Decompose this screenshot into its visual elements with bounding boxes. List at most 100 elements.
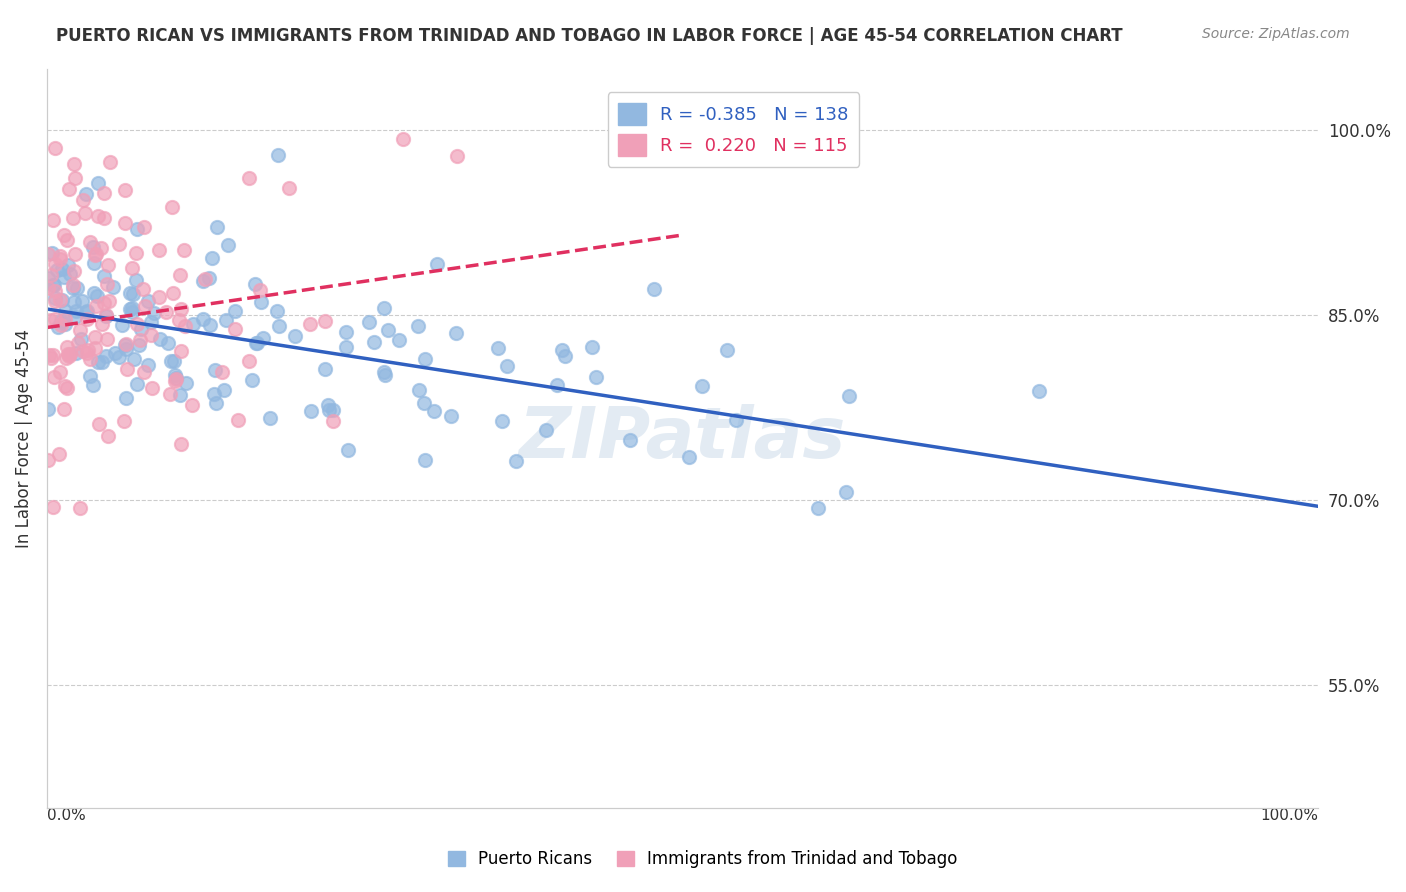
Point <box>716 343 738 358</box>
Point <box>63 310 86 324</box>
Point <box>49 313 72 327</box>
Point <box>202 387 225 401</box>
Point <box>115 336 138 351</box>
Point <box>101 280 124 294</box>
Text: PUERTO RICAN VS IMMIGRANTS FROM TRINIDAD AND TOBAGO IN LABOR FORCE | AGE 45-54 C: PUERTO RICAN VS IMMIGRANTS FROM TRINIDAD… <box>56 27 1123 45</box>
Point <box>408 383 430 397</box>
Point <box>322 402 344 417</box>
Point <box>173 244 195 258</box>
Point <box>48 252 70 266</box>
Point <box>169 437 191 451</box>
Point <box>446 148 468 162</box>
Point <box>174 318 197 333</box>
Point <box>269 319 291 334</box>
Point <box>63 157 86 171</box>
Point <box>114 342 136 356</box>
Point <box>169 388 191 402</box>
Text: 0.0%: 0.0% <box>46 808 86 823</box>
Point <box>163 354 186 368</box>
Point <box>122 287 145 301</box>
Point <box>245 335 267 350</box>
Point <box>215 313 238 327</box>
Y-axis label: In Labor Force | Age 45-54: In Labor Force | Age 45-54 <box>15 329 32 548</box>
Point <box>69 500 91 515</box>
Point <box>39 313 62 327</box>
Point <box>373 301 395 315</box>
Point <box>96 277 118 291</box>
Point <box>318 403 340 417</box>
Point <box>118 285 141 300</box>
Point <box>170 301 193 316</box>
Point <box>83 341 105 355</box>
Point <box>226 413 249 427</box>
Point <box>392 131 415 145</box>
Point <box>93 268 115 283</box>
Point <box>250 295 273 310</box>
Point <box>86 289 108 303</box>
Point <box>65 345 87 359</box>
Point <box>84 330 107 344</box>
Point <box>91 318 114 332</box>
Point <box>83 285 105 300</box>
Point <box>56 258 79 272</box>
Point <box>75 305 97 319</box>
Point <box>66 281 89 295</box>
Point <box>444 326 467 341</box>
Point <box>440 409 463 423</box>
Point <box>284 329 307 343</box>
Point <box>835 484 858 499</box>
Point <box>82 240 104 254</box>
Point <box>108 351 131 365</box>
Point <box>70 332 93 346</box>
Point <box>49 318 72 333</box>
Point <box>104 346 127 360</box>
Point <box>84 247 107 261</box>
Point <box>174 376 197 390</box>
Point <box>299 317 322 331</box>
Point <box>134 299 156 313</box>
Point <box>205 396 228 410</box>
Point <box>125 246 148 260</box>
Point <box>62 295 84 310</box>
Point <box>128 338 150 352</box>
Point <box>121 301 143 315</box>
Point <box>277 180 299 194</box>
Point <box>115 362 138 376</box>
Point <box>56 340 79 354</box>
Point <box>58 349 80 363</box>
Point <box>201 251 224 265</box>
Point <box>406 318 429 333</box>
Point <box>37 453 59 467</box>
Point <box>96 332 118 346</box>
Point <box>690 378 713 392</box>
Point <box>413 452 436 467</box>
Point <box>139 327 162 342</box>
Point <box>44 257 66 271</box>
Point <box>204 363 226 377</box>
Point <box>90 355 112 369</box>
Point <box>148 243 170 257</box>
Point <box>136 358 159 372</box>
Point <box>170 343 193 358</box>
Point <box>76 304 98 318</box>
Point <box>65 303 87 318</box>
Point <box>76 346 98 360</box>
Point <box>96 350 118 364</box>
Point <box>335 325 357 339</box>
Point <box>377 323 399 337</box>
Point <box>42 500 65 515</box>
Point <box>491 414 513 428</box>
Point <box>505 454 527 468</box>
Point <box>44 284 66 298</box>
Point <box>44 277 66 292</box>
Point <box>44 311 66 326</box>
Point <box>65 171 87 186</box>
Point <box>79 351 101 366</box>
Point <box>62 277 84 292</box>
Point <box>39 268 62 282</box>
Point <box>114 216 136 230</box>
Point <box>359 315 381 329</box>
Point <box>121 260 143 275</box>
Point <box>412 396 434 410</box>
Point <box>374 368 396 382</box>
